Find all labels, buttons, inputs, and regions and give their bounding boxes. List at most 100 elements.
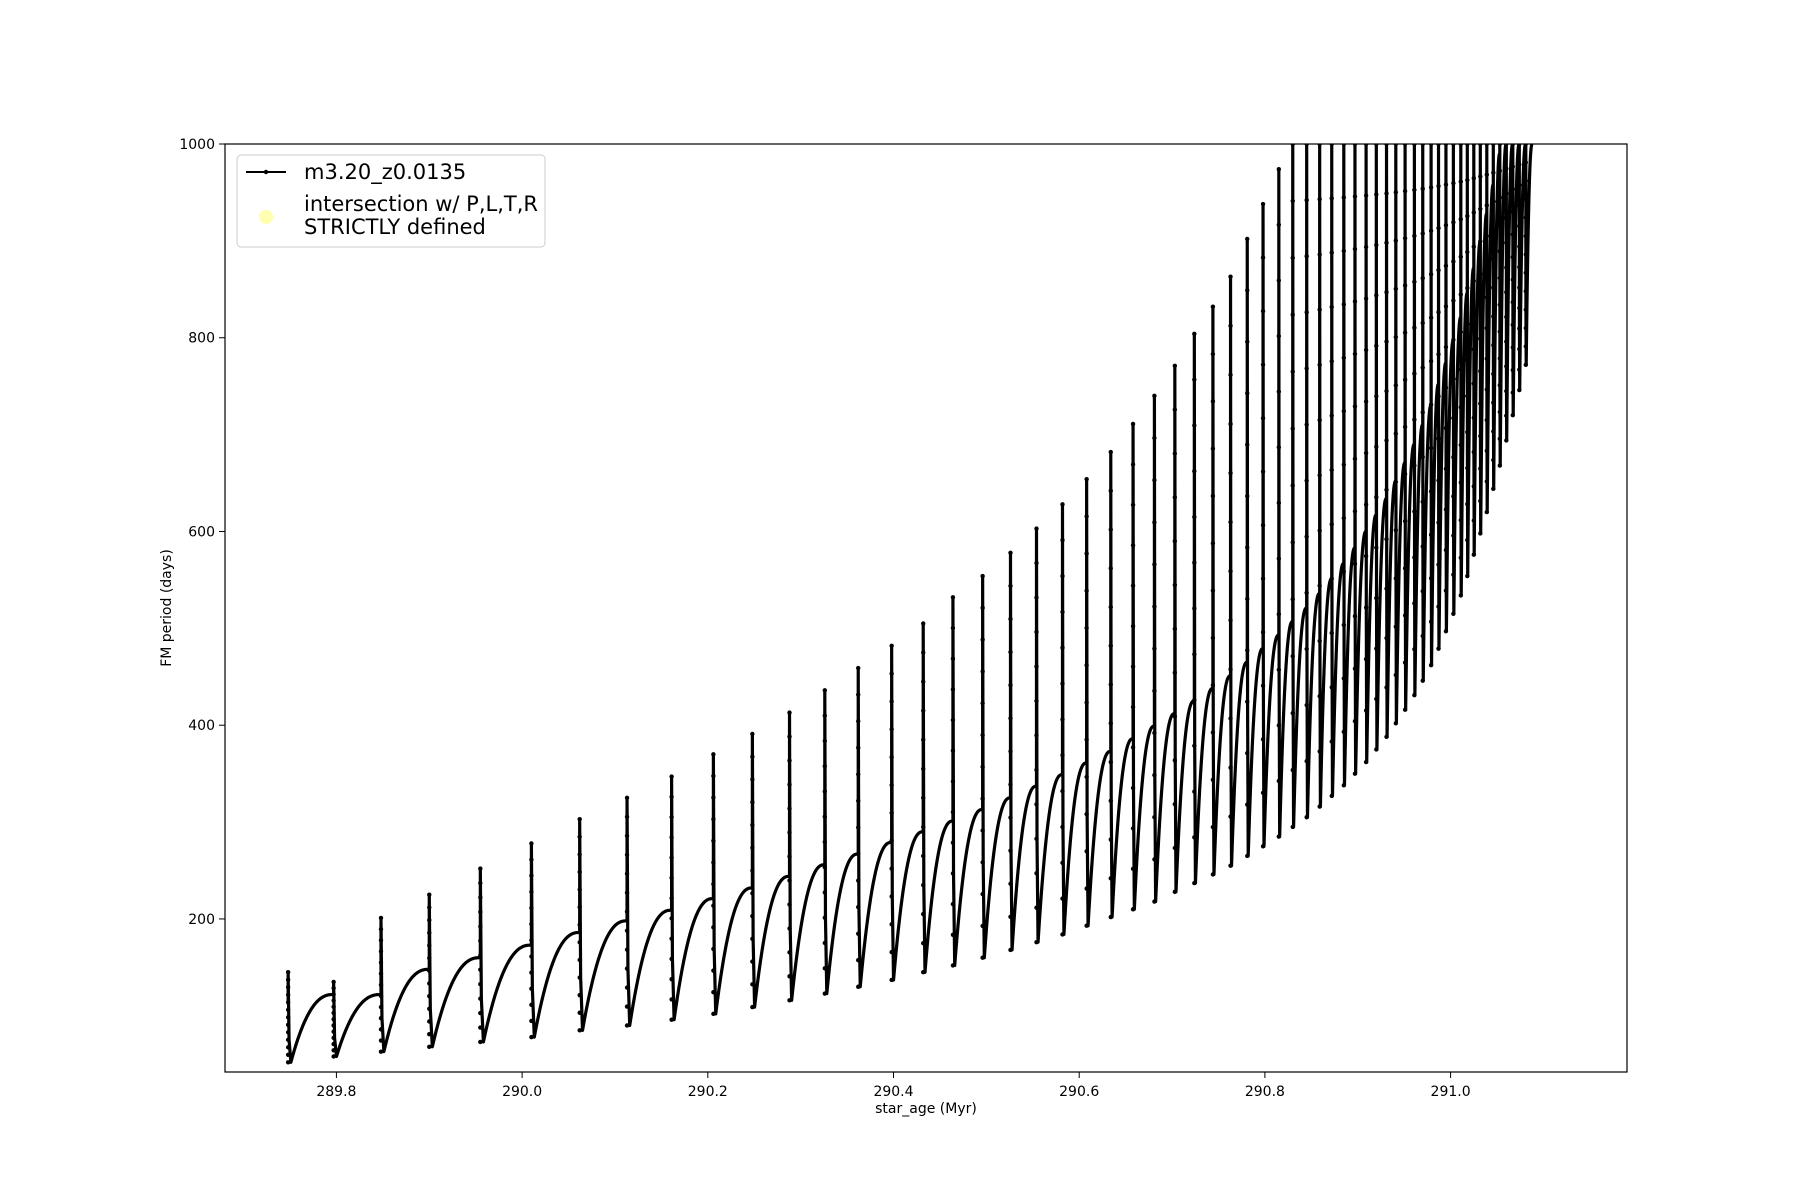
series-point — [750, 868, 755, 873]
series-point — [1384, 388, 1389, 394]
series-point — [1108, 604, 1113, 610]
series-point — [1436, 394, 1441, 399]
series-point — [1458, 179, 1464, 184]
series-point — [478, 981, 483, 987]
series-point — [1510, 277, 1516, 282]
x-tick-label: 290.4 — [873, 1084, 913, 1100]
series-point — [711, 752, 716, 757]
series-point — [1451, 533, 1456, 538]
series-point — [1443, 263, 1449, 269]
series-point — [285, 985, 291, 990]
series-point — [529, 857, 534, 862]
series-point — [1491, 429, 1496, 434]
series-point — [787, 878, 792, 883]
series-point — [1130, 907, 1136, 912]
series-point — [1352, 404, 1358, 409]
series-point — [1152, 688, 1157, 694]
series-point — [1402, 188, 1408, 194]
series-point — [1478, 401, 1483, 406]
series-point — [1458, 254, 1464, 260]
series-point — [980, 669, 985, 674]
series-point — [889, 643, 894, 648]
series-point — [980, 605, 985, 611]
series-point — [1374, 343, 1379, 349]
series-point — [950, 717, 956, 723]
series-point — [1428, 228, 1434, 234]
series-point — [624, 833, 630, 838]
series-point — [1363, 450, 1369, 456]
series-point — [1276, 500, 1282, 506]
series-point — [1034, 733, 1039, 738]
series-point — [1210, 682, 1216, 688]
series-point — [1108, 914, 1113, 920]
series-point — [1491, 256, 1496, 262]
series-point — [285, 1052, 291, 1058]
series-point — [331, 998, 336, 1003]
series-point — [1290, 824, 1295, 830]
series-point — [950, 901, 956, 907]
series-point — [1060, 573, 1065, 579]
series-point — [285, 1030, 291, 1035]
series-point — [1471, 347, 1477, 352]
series-point — [889, 866, 894, 871]
series-point — [822, 713, 827, 718]
series-point — [427, 892, 432, 897]
series-point — [1510, 187, 1516, 192]
series-point — [378, 926, 384, 932]
series-point — [1451, 259, 1456, 264]
series-point — [980, 860, 985, 865]
series-point — [1412, 279, 1417, 284]
series-point — [921, 679, 926, 684]
series-point — [1172, 626, 1178, 632]
series-point — [1130, 785, 1136, 791]
series-point — [1034, 664, 1039, 669]
series-point — [1245, 339, 1250, 344]
series-point — [1451, 180, 1456, 186]
series-point — [1465, 537, 1470, 543]
series-point — [478, 996, 483, 1001]
series-point — [1352, 456, 1358, 462]
series-point — [1478, 271, 1483, 276]
series-point — [669, 835, 674, 840]
series-point — [1458, 217, 1464, 222]
series-point — [1228, 814, 1233, 819]
series-point — [331, 985, 336, 991]
series-point — [331, 1048, 336, 1053]
series-point — [1363, 759, 1369, 765]
series-point — [1471, 312, 1477, 318]
series-point — [529, 1018, 534, 1024]
series-point — [750, 777, 755, 782]
series-point — [529, 1002, 534, 1008]
series-point — [427, 968, 432, 973]
series-point — [1393, 527, 1399, 533]
series-point — [1060, 753, 1065, 758]
series-point — [427, 993, 432, 999]
series-point — [1352, 194, 1358, 199]
series-point — [1228, 765, 1233, 770]
series-point — [1458, 442, 1464, 448]
series-point — [669, 814, 674, 820]
series-point — [529, 921, 534, 927]
series-point — [1152, 520, 1157, 525]
series-point — [1172, 451, 1178, 456]
series-point — [577, 922, 582, 927]
series-point — [1443, 426, 1449, 431]
series-point — [378, 949, 384, 954]
series-point — [1428, 662, 1434, 668]
series-point — [1304, 702, 1309, 708]
series-point — [1152, 815, 1157, 820]
series-point — [1108, 759, 1113, 765]
series-point — [1504, 215, 1509, 221]
series-point — [1317, 528, 1322, 533]
series-point — [427, 930, 432, 935]
series-point — [577, 1028, 582, 1033]
series-point — [1290, 597, 1295, 602]
series-point — [1034, 595, 1039, 600]
series-point — [1510, 254, 1516, 260]
series-point — [921, 970, 926, 975]
series-point — [1504, 166, 1509, 171]
series-point — [1363, 502, 1369, 507]
series-point — [1152, 857, 1157, 862]
series-point — [1341, 355, 1347, 360]
series-point — [1290, 198, 1295, 204]
